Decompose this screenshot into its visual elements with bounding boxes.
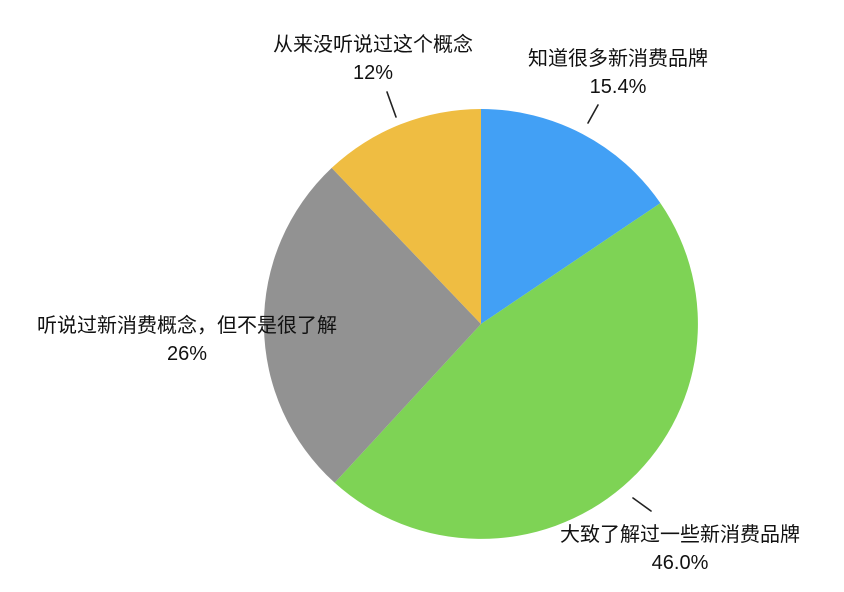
slice-label-percent: 26% xyxy=(166,343,208,365)
pie-slice-2 xyxy=(263,167,481,483)
slice-label-never-heard: 从来没听说过这个概念 12% xyxy=(273,31,473,87)
pie-slice-3 xyxy=(331,108,481,324)
slice-label-percent: 46.0% xyxy=(651,552,709,574)
slice-label-text: 知道很多新消费品牌 xyxy=(528,48,708,70)
slice-label-roughly-know: 大致了解过一些新消费品牌 46.0% xyxy=(560,521,800,577)
pie-slice-0 xyxy=(481,109,661,324)
slice-label-percent: 12% xyxy=(352,62,394,84)
slice-label-heard-concept: 听说过新消费概念，但不是很了解 26% xyxy=(37,312,337,368)
pie-slice-1 xyxy=(334,203,698,539)
pie-slices xyxy=(263,108,698,539)
slice-label-text: 从来没听说过这个概念 xyxy=(273,34,473,56)
slice-label-know-many: 知道很多新消费品牌 15.4% xyxy=(528,45,708,101)
slice-label-text: 听说过新消费概念，但不是很了解 xyxy=(37,315,337,337)
leader-line-roughly-know xyxy=(632,497,652,512)
leader-lines xyxy=(386,91,652,512)
slice-label-text: 大致了解过一些新消费品牌 xyxy=(560,524,800,546)
leader-line-never-heard xyxy=(386,91,397,118)
slice-label-percent: 15.4% xyxy=(589,76,647,98)
leader-line-know-many xyxy=(587,104,599,124)
